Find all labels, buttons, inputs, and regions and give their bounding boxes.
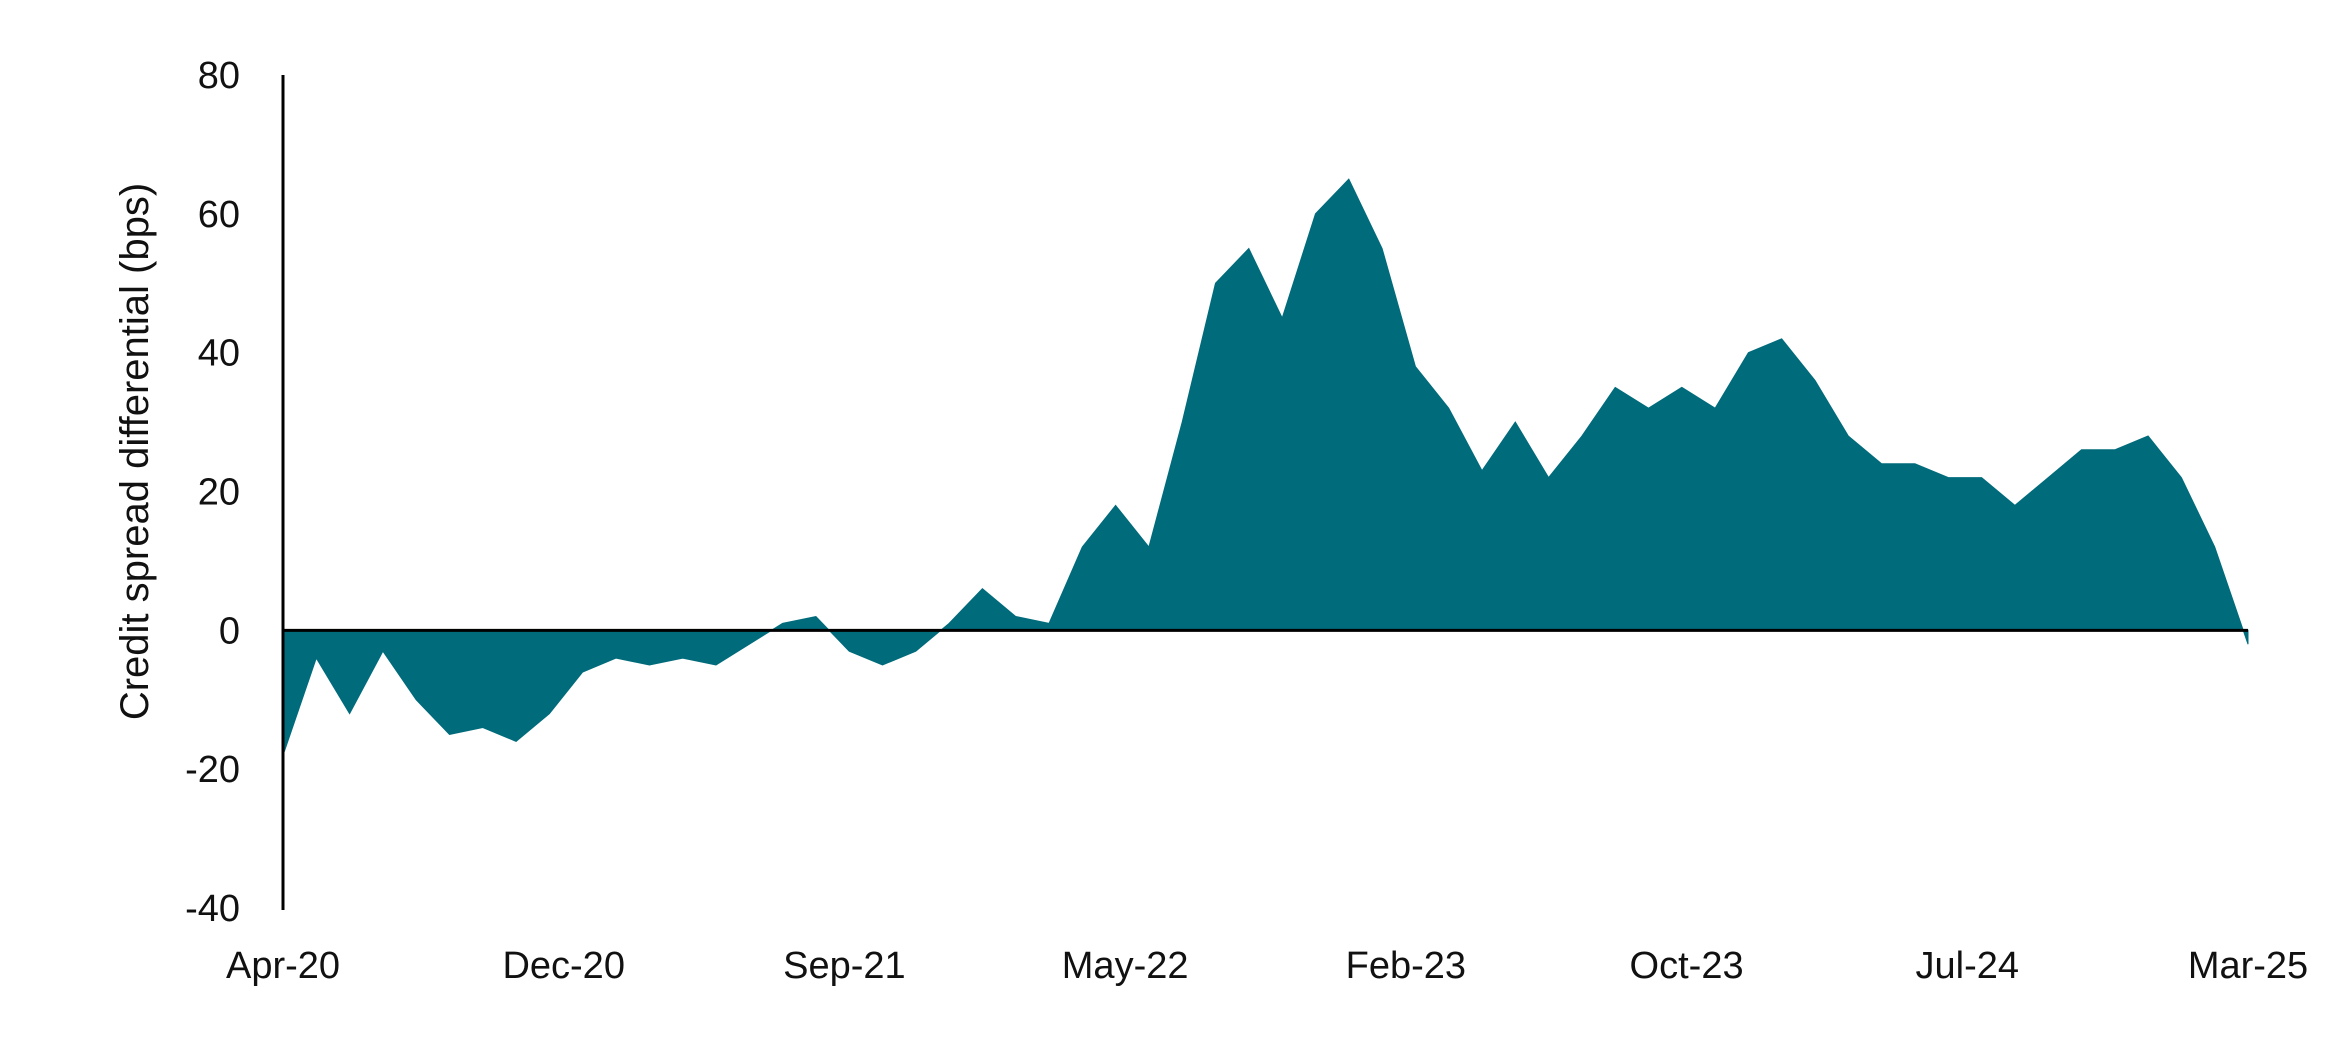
- y-tick-labels: 80 60 40 20 0 -20 -40: [185, 55, 240, 930]
- area-fill: [282, 178, 2249, 756]
- axes: [281, 75, 2248, 910]
- y-tick-label: -20: [185, 749, 240, 791]
- x-tick-label: Sep-21: [783, 945, 906, 987]
- x-tick-label: Feb-23: [1346, 945, 1466, 987]
- area-series: [282, 178, 2249, 756]
- x-tick-label: Dec-20: [502, 945, 625, 987]
- y-tick-label: 60: [198, 194, 240, 236]
- y-tick-label: 0: [219, 610, 240, 652]
- y-axis-title: Credit spread differential (bps): [113, 183, 157, 720]
- x-tick-label: Jul-24: [1916, 945, 2020, 987]
- y-tick-label: 20: [198, 472, 240, 514]
- x-tick-label: Mar-25: [2188, 945, 2308, 987]
- x-tick-label: Oct-23: [1630, 945, 1744, 987]
- x-tick-labels: Apr-20 Dec-20 Sep-21 May-22 Feb-23 Oct-23 Jul-…: [226, 945, 2308, 987]
- y-tick-label: 40: [198, 333, 240, 375]
- x-tick-label: May-22: [1062, 945, 1189, 987]
- y-tick-label: -40: [185, 888, 240, 930]
- y-tick-label: 80: [198, 55, 240, 97]
- x-tick-label: Apr-20: [226, 945, 340, 987]
